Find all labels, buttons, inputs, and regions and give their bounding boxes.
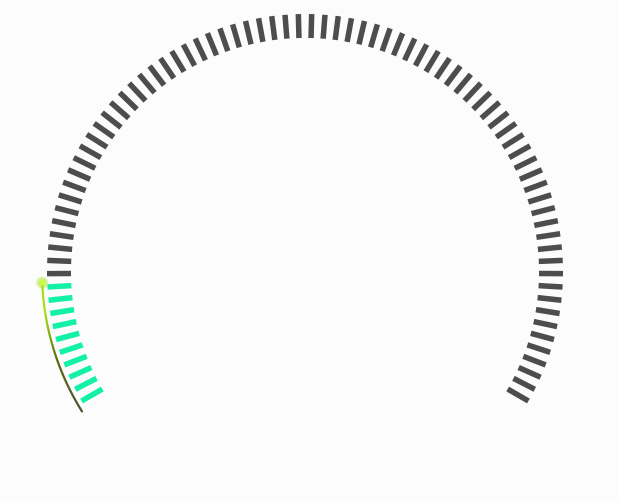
gauge-tick [471, 90, 493, 112]
gauge-ticks [46, 14, 564, 404]
gauge-tick [54, 204, 80, 217]
gauge-tick [344, 17, 355, 43]
gauge-tick [501, 132, 525, 150]
gauge-tick [513, 155, 538, 171]
gauge-tick [100, 110, 123, 130]
gauge-tick [192, 37, 208, 62]
gauge-tick [180, 43, 198, 67]
gauge-tick [108, 100, 131, 121]
gauge-tick [217, 27, 231, 53]
gauge-tick [390, 32, 406, 57]
gauge-tick [72, 155, 97, 171]
gauge-tick [423, 49, 441, 74]
gauge-tick [169, 49, 187, 74]
gauge-tick [512, 375, 537, 392]
gauge-tick [308, 14, 315, 39]
gauge-tick [530, 330, 555, 343]
gauge-tick-active [63, 353, 88, 368]
gauge-tick-active [48, 294, 73, 304]
gauge-tick [127, 81, 148, 103]
gauge-tick [537, 294, 562, 304]
gauge-tick [523, 179, 548, 194]
gauge-tick [522, 353, 547, 368]
gauge-tick [57, 192, 83, 205]
gauge-tick [255, 17, 266, 43]
gauge-tick [47, 257, 72, 265]
gauge-tick [158, 56, 177, 80]
gauge-tick [320, 14, 328, 39]
gauge-tick [67, 167, 92, 182]
gauge-tick [487, 110, 510, 130]
gauge-tick [527, 192, 553, 205]
gauge-tick [533, 318, 558, 330]
gauge-indicator-arc [41, 281, 84, 413]
gauge-value-indicator [35, 275, 84, 413]
gauge-tick [85, 132, 109, 150]
gauge-tick [535, 306, 561, 317]
gauge-tick [62, 179, 87, 194]
gauge-tick [538, 257, 563, 265]
gauge-tick [49, 231, 74, 241]
gauge-tick-active [80, 386, 104, 404]
gauge-tick-active [68, 364, 93, 380]
gauge-tick [269, 15, 278, 41]
gauge-tick [453, 72, 473, 95]
gauge-tick [92, 121, 116, 140]
gauge-tick [412, 43, 430, 67]
gauge-tick [443, 64, 463, 87]
gauge-tick [462, 81, 483, 103]
gauge-tick [538, 282, 563, 290]
gauge-tick [537, 244, 563, 253]
gauge-tick [536, 231, 561, 241]
gauge-tick-active [55, 330, 80, 343]
gauge-tick [295, 14, 302, 39]
gauge-tick-active [73, 375, 98, 392]
gauge-tick [47, 244, 73, 253]
gauge-tick-active [47, 282, 72, 290]
gauge-tick [517, 364, 542, 380]
gauge-tick [229, 23, 242, 49]
gauge-tick [507, 143, 532, 161]
gauge-tick [533, 217, 559, 229]
gauge-tick [117, 90, 139, 112]
gauge-tick [51, 217, 77, 229]
gauge-tick [433, 56, 452, 80]
gauge-tick [368, 23, 381, 49]
gauge-tick [506, 386, 530, 404]
gauge-tick [204, 32, 220, 57]
gauge-tick [530, 204, 556, 217]
gauge-tick [379, 27, 393, 53]
gauge-indicator-dot [39, 280, 45, 286]
gauge-tick [147, 64, 167, 87]
gauge-tick [526, 342, 552, 355]
gauge-tick [356, 20, 368, 45]
gauge-tick [494, 121, 518, 140]
gauge-tick-active [58, 342, 84, 355]
gauge-tick-active [52, 318, 77, 330]
gauge-tick [479, 100, 502, 121]
gauge-tick [402, 37, 418, 62]
gauge-tick-active [49, 306, 75, 317]
gauge-tick [137, 72, 157, 95]
gauge-tick [242, 20, 254, 45]
gauge-tick [282, 14, 290, 39]
gauge-tick [78, 143, 103, 161]
gauge-tick [332, 15, 341, 41]
gauge-tick [518, 167, 543, 182]
